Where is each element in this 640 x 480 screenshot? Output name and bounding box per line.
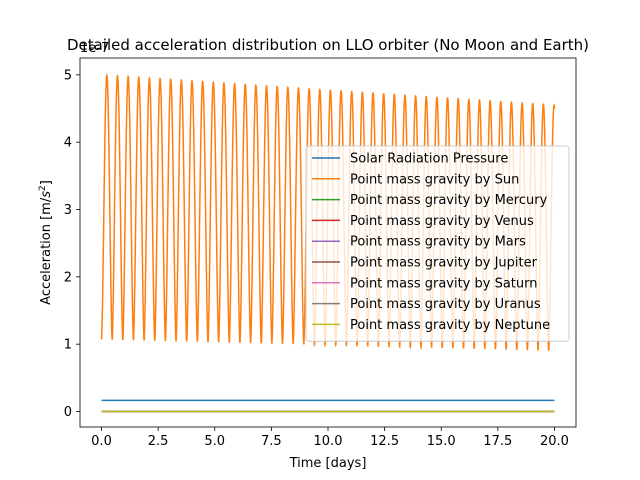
x-tick-label: 10.0 (314, 434, 343, 449)
x-tick-label: 7.5 (261, 434, 282, 449)
x-tick-label: 2.5 (148, 434, 169, 449)
x-tick-label: 5.0 (204, 434, 225, 449)
y-tick-label: 2 (64, 270, 72, 285)
y-tick-label: 1 (64, 338, 72, 353)
x-axis-ticks: 0.0 2.5 5.0 7.5 10.0 12.5 15.0 17.5 20.0 (91, 427, 569, 449)
y-axis-label: Acceleration [m/s2] (38, 180, 54, 305)
y-axis-ticks: 0 1 2 3 4 5 (64, 68, 80, 420)
x-axis-label: Time [days] (289, 456, 367, 471)
y-tick-label: 3 (64, 203, 72, 218)
x-tick-label: 20.0 (540, 434, 569, 449)
x-tick-label: 17.5 (483, 434, 512, 449)
y-axis-label-unit-base: s (39, 191, 54, 198)
legend-entry-label: Point mass gravity by Venus (350, 214, 534, 229)
y-tick-label: 0 (64, 405, 72, 420)
legend-entry-label: Point mass gravity by Saturn (350, 276, 538, 291)
legend-entry-label: Point mass gravity by Uranus (350, 297, 541, 312)
legend-box (305, 145, 570, 342)
legend-entry-label: Point mass gravity by Mercury (350, 193, 548, 208)
y-tick-label: 5 (64, 68, 72, 83)
x-tick-label: 15.0 (427, 434, 456, 449)
y-axis-label-prefix: Acceleration [m/ (39, 197, 54, 305)
y-axis-offset-text: 1e-7 (80, 41, 109, 56)
x-tick-label: 0.0 (91, 434, 112, 449)
plot-lines (100, 73, 556, 413)
legend-entry-label: Solar Radiation Pressure (350, 152, 508, 167)
y-tick-label: 4 (64, 136, 72, 151)
legend-entry-label: Point mass gravity by Sun (350, 172, 519, 187)
legend-entry-label: Point mass gravity by Mars (350, 235, 526, 250)
y-axis-label-unit-exponent: 2 (38, 185, 48, 191)
legend-entry-label: Point mass gravity by Neptune (350, 318, 550, 333)
y-axis-label-suffix: ] (39, 180, 54, 185)
x-tick-label: 12.5 (370, 434, 399, 449)
chart-title: Detailed acceleration distribution on LL… (67, 36, 589, 54)
legend-entry-label: Point mass gravity by Jupiter (350, 256, 538, 271)
legend: Solar Radiation Pressure Point mass gravi… (305, 145, 570, 342)
